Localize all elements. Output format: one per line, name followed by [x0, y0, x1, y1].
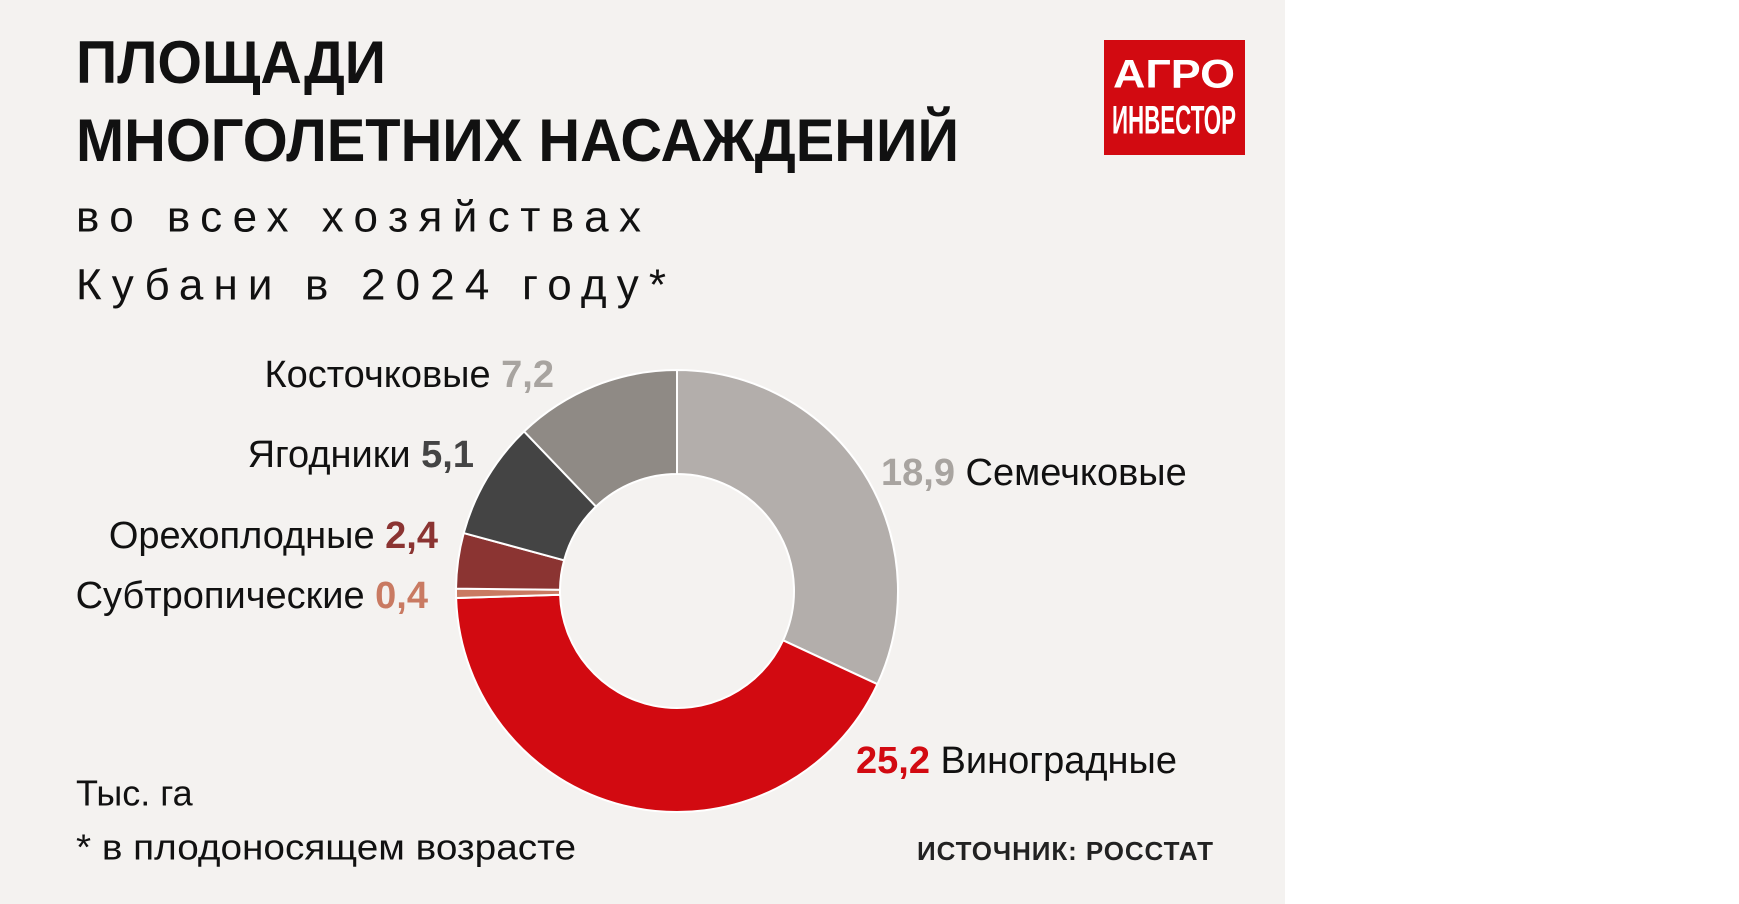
value-label: 18,9 — [881, 452, 955, 494]
slice — [522, 368, 678, 508]
logo-text: АГРО — [1113, 53, 1235, 97]
slice-label: Ягодники 5,1 — [248, 434, 474, 476]
category-label: Орехоплодные — [109, 515, 375, 557]
slice-label: 25,2 Виноградные — [856, 740, 1177, 782]
slice-label: Косточковые 7,2 — [264, 354, 554, 396]
category-label: Субтропические — [76, 575, 365, 617]
donut — [454, 368, 899, 813]
value-label: 5,1 — [421, 434, 474, 476]
slice-label: Субтропические 0,4 — [76, 575, 428, 617]
chart-title: МНОГОЛЕТНИХ НАСАЖДЕНИЙ — [76, 107, 959, 174]
category-label: Косточковые — [264, 354, 490, 396]
category-label: Семечковые — [966, 452, 1187, 494]
value-label: 2,4 — [385, 515, 438, 557]
chart-title: ПЛОЩАДИ — [76, 29, 386, 96]
logo-text: ИНВЕСТОР — [1112, 99, 1236, 143]
footnote: * в плодоносящем возрасте — [76, 827, 576, 868]
slice — [455, 593, 879, 813]
slice-label: Орехоплодные 2,4 — [109, 515, 438, 557]
source: ИСТОЧНИК: РОССТАТ — [917, 836, 1213, 866]
value-label: 25,2 — [856, 740, 930, 782]
value-label: 7,2 — [501, 354, 554, 396]
logo — [1104, 40, 1245, 155]
category-label: Ягодники — [248, 434, 411, 476]
category-label: Виноградные — [941, 740, 1177, 782]
labels: 18,9 Семечковые 25,2 Виноградные Субтропич… — [76, 354, 1187, 782]
units-note: Тыс. га — [76, 773, 194, 814]
slice — [676, 368, 899, 686]
value-label: 0,4 — [375, 575, 428, 617]
slice-label: 18,9 Семечковые — [881, 452, 1187, 494]
